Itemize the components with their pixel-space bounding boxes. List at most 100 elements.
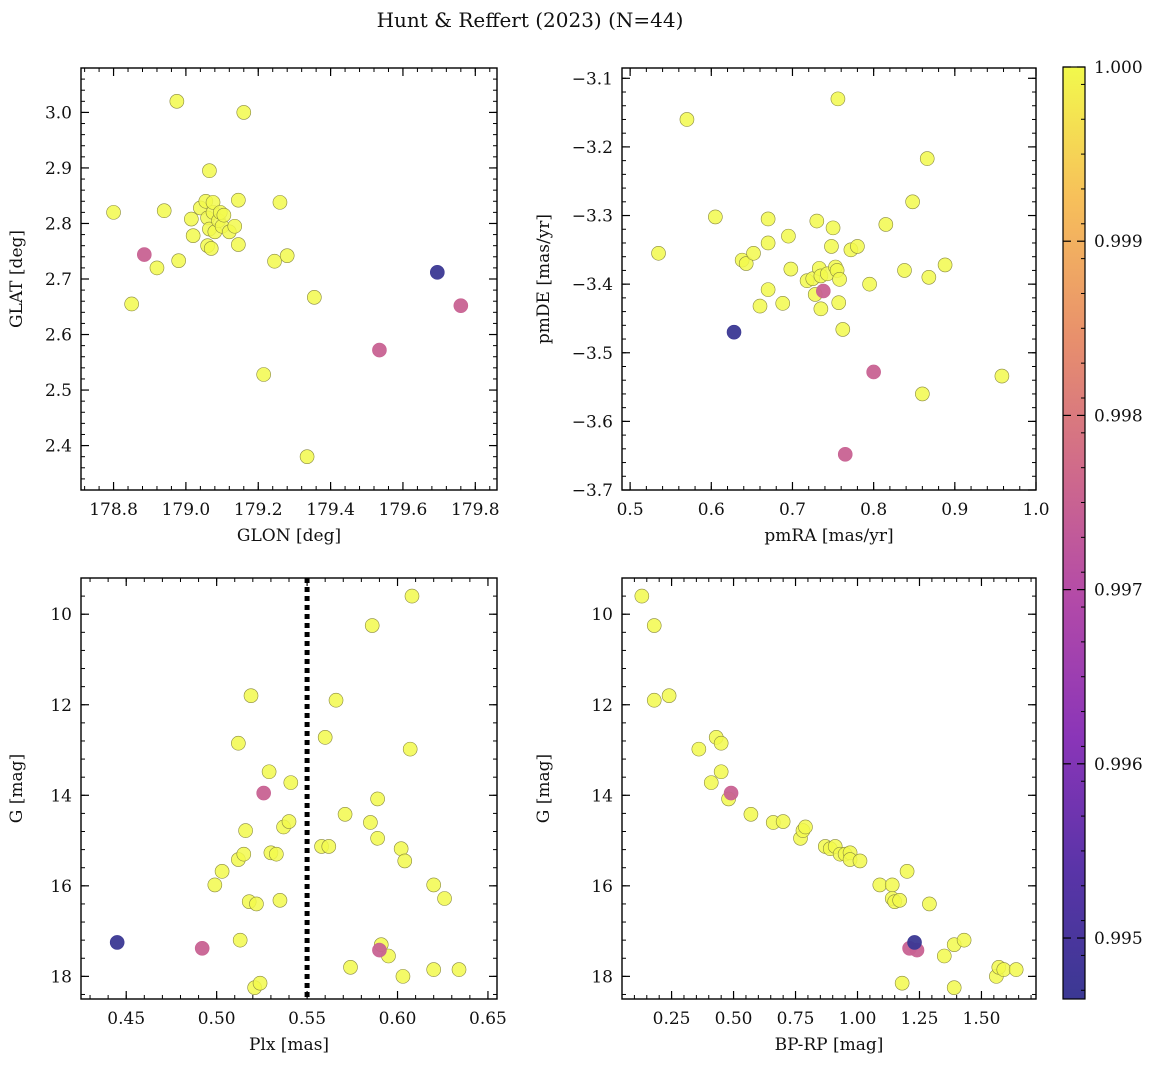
data-point bbox=[922, 896, 937, 912]
x-tick-label: 179.2 bbox=[234, 500, 283, 520]
data-point bbox=[835, 322, 851, 337]
data-point bbox=[708, 209, 723, 225]
data-point bbox=[279, 248, 295, 263]
data-point bbox=[634, 588, 650, 604]
y-tick-label: −3.4 bbox=[572, 275, 613, 295]
x-tick-label: 1.25 bbox=[901, 1009, 939, 1029]
data-point bbox=[661, 688, 677, 703]
y-tick-label: 18 bbox=[591, 967, 613, 987]
y-axis-label: G [mag] bbox=[7, 754, 27, 823]
x-tick-label: 0.6 bbox=[698, 500, 725, 520]
data-point bbox=[852, 853, 868, 869]
x-tick-label: 0.60 bbox=[379, 1009, 417, 1029]
colorbar-tick-label: 1.000 bbox=[1094, 58, 1143, 78]
x-tick-label: 1.0 bbox=[1022, 500, 1049, 520]
colorbar: 0.995 0.996 0.997 0.998 0.999 1.000 bbox=[1062, 58, 1143, 1000]
data-point bbox=[850, 239, 865, 254]
data-point bbox=[956, 932, 972, 948]
minor-ticks bbox=[621, 577, 1036, 999]
data-point bbox=[364, 618, 380, 633]
y-tick-label: 2.5 bbox=[45, 381, 72, 401]
data-point bbox=[809, 213, 825, 229]
colorbar-tick-label: 0.999 bbox=[1094, 232, 1143, 252]
data-point bbox=[397, 853, 413, 869]
data-point bbox=[897, 263, 912, 278]
x-tick-label: 178.8 bbox=[89, 500, 138, 520]
colorbar-frame bbox=[1062, 66, 1086, 1000]
points bbox=[106, 94, 469, 464]
data-point bbox=[907, 935, 922, 950]
y-tick-label: −3.7 bbox=[572, 481, 613, 501]
data-point bbox=[726, 324, 742, 340]
y-tick-label: 14 bbox=[50, 786, 72, 806]
data-point bbox=[249, 896, 264, 912]
data-point bbox=[713, 764, 729, 780]
data-point bbox=[156, 203, 172, 219]
points bbox=[634, 588, 1024, 995]
x-tick-label: 0.55 bbox=[288, 1009, 326, 1029]
data-point bbox=[232, 932, 248, 948]
figure-title: Hunt & Reffert (2023) (N=44) bbox=[377, 8, 684, 32]
data-point bbox=[746, 245, 761, 261]
data-point bbox=[905, 194, 920, 210]
x-axis-label: Plx [mas] bbox=[249, 1035, 329, 1055]
data-point bbox=[760, 235, 776, 251]
data-point bbox=[137, 247, 152, 262]
data-point bbox=[713, 735, 729, 751]
data-point bbox=[205, 195, 221, 210]
data-point bbox=[281, 814, 297, 829]
data-point bbox=[185, 228, 201, 243]
data-point bbox=[256, 367, 271, 382]
data-point bbox=[866, 364, 881, 380]
y-tick-label: −3.3 bbox=[572, 207, 613, 227]
data-point bbox=[646, 618, 662, 633]
data-point bbox=[878, 217, 894, 232]
y-tick-label: −3.2 bbox=[572, 138, 613, 158]
data-point bbox=[743, 807, 759, 822]
points bbox=[109, 588, 467, 995]
data-point bbox=[760, 282, 776, 297]
panel-glon-glat: 178.8 179.0 179.2 179.4 179.6 179.8 2.4 2.5 2.6 2… bbox=[7, 67, 500, 546]
data-point bbox=[124, 296, 139, 312]
data-point bbox=[372, 942, 387, 958]
x-tick-label: 179.4 bbox=[306, 500, 355, 520]
data-point bbox=[343, 960, 358, 975]
colorbar-gradient bbox=[1063, 67, 1085, 999]
panels: 178.8 179.0 179.2 179.4 179.6 179.8 2.4 2.5 2.6 2… bbox=[7, 67, 1050, 1055]
y-tick-label: −3.1 bbox=[572, 69, 613, 89]
data-point bbox=[824, 239, 839, 254]
data-point bbox=[426, 877, 441, 893]
y-tick-label: 12 bbox=[50, 696, 72, 716]
data-point bbox=[231, 192, 246, 208]
data-point bbox=[691, 741, 707, 757]
data-point bbox=[813, 301, 829, 317]
data-point bbox=[149, 260, 165, 276]
data-point bbox=[996, 962, 1012, 977]
x-tick-label: 0.50 bbox=[715, 1009, 753, 1029]
data-point bbox=[825, 220, 841, 236]
x-axis-label: GLON [deg] bbox=[237, 526, 341, 546]
data-point bbox=[269, 846, 284, 862]
axes-frame bbox=[621, 67, 1037, 491]
y-axis-label: pmDE [mas/yr] bbox=[534, 214, 554, 344]
data-point bbox=[272, 195, 288, 210]
x-tick-label: 0.5 bbox=[617, 500, 644, 520]
x-tick-label: 179.8 bbox=[451, 500, 500, 520]
axes-frame bbox=[80, 67, 498, 491]
data-point bbox=[395, 969, 411, 984]
data-point bbox=[169, 94, 185, 109]
data-point bbox=[231, 237, 246, 252]
y-tick-label: 18 bbox=[50, 967, 72, 987]
data-point bbox=[106, 205, 121, 220]
data-point bbox=[207, 877, 223, 893]
panel-pmra-pmde: 0.5 0.6 0.7 0.8 0.9 1.0 −3.7 −3.6 −3.5 −3.4 −3.3 −3… bbox=[534, 67, 1050, 546]
data-point bbox=[798, 819, 813, 835]
data-point bbox=[402, 741, 418, 757]
data-point bbox=[404, 588, 420, 604]
data-point bbox=[184, 211, 199, 227]
data-point bbox=[363, 815, 378, 830]
data-point bbox=[109, 935, 125, 950]
y-tick-label: 2.8 bbox=[45, 214, 72, 234]
data-point bbox=[453, 298, 469, 313]
